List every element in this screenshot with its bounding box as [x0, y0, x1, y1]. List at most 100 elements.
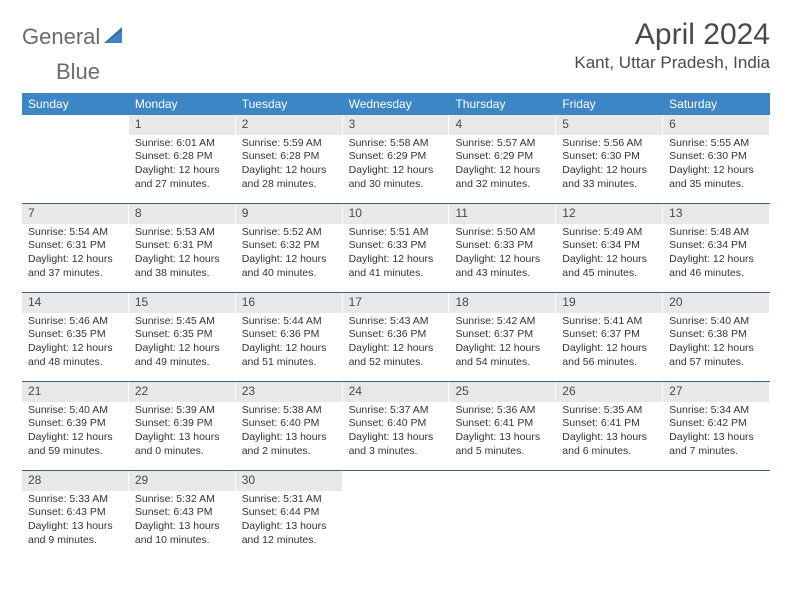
day-cell — [556, 471, 663, 559]
day-line: Sunset: 6:35 PM — [28, 328, 123, 342]
day-line: Sunrise: 5:56 AM — [562, 137, 657, 151]
day-number: 29 — [129, 471, 236, 491]
day-line: Daylight: 12 hours and 35 minutes. — [669, 164, 764, 191]
day-body: Sunrise: 5:38 AMSunset: 6:40 PMDaylight:… — [236, 402, 343, 465]
day-line: Sunrise: 5:43 AM — [349, 315, 444, 329]
day-line: Sunset: 6:34 PM — [669, 239, 764, 253]
day-cell: 25Sunrise: 5:36 AMSunset: 6:41 PMDayligh… — [449, 382, 556, 470]
logo-text-blue: Blue — [56, 59, 100, 84]
day-line: Daylight: 13 hours and 10 minutes. — [135, 520, 230, 547]
day-cell: 11Sunrise: 5:50 AMSunset: 6:33 PMDayligh… — [449, 204, 556, 292]
day-body: Sunrise: 5:44 AMSunset: 6:36 PMDaylight:… — [236, 313, 343, 376]
day-line: Daylight: 12 hours and 27 minutes. — [135, 164, 230, 191]
day-body — [22, 119, 129, 127]
day-line: Sunrise: 5:57 AM — [455, 137, 550, 151]
day-line: Daylight: 12 hours and 59 minutes. — [28, 431, 123, 458]
day-line: Sunset: 6:39 PM — [28, 417, 123, 431]
day-cell: 7Sunrise: 5:54 AMSunset: 6:31 PMDaylight… — [22, 204, 129, 292]
day-cell: 27Sunrise: 5:34 AMSunset: 6:42 PMDayligh… — [663, 382, 770, 470]
day-line: Daylight: 13 hours and 2 minutes. — [242, 431, 337, 458]
day-line: Sunset: 6:37 PM — [562, 328, 657, 342]
day-line: Sunrise: 5:34 AM — [669, 404, 764, 418]
day-line: Sunset: 6:31 PM — [28, 239, 123, 253]
day-body: Sunrise: 5:55 AMSunset: 6:30 PMDaylight:… — [663, 135, 770, 198]
day-body: Sunrise: 5:56 AMSunset: 6:30 PMDaylight:… — [556, 135, 663, 198]
day-line: Daylight: 13 hours and 5 minutes. — [455, 431, 550, 458]
day-number: 10 — [343, 204, 450, 224]
dow-wednesday: Wednesday — [343, 93, 450, 115]
day-number: 16 — [236, 293, 343, 313]
day-number: 1 — [129, 115, 236, 135]
day-cell: 2Sunrise: 5:59 AMSunset: 6:28 PMDaylight… — [236, 115, 343, 203]
day-cell: 3Sunrise: 5:58 AMSunset: 6:29 PMDaylight… — [343, 115, 450, 203]
day-cell: 17Sunrise: 5:43 AMSunset: 6:36 PMDayligh… — [343, 293, 450, 381]
day-body — [449, 475, 556, 483]
day-line: Sunrise: 5:36 AM — [455, 404, 550, 418]
day-body: Sunrise: 5:43 AMSunset: 6:36 PMDaylight:… — [343, 313, 450, 376]
day-line: Sunrise: 5:58 AM — [349, 137, 444, 151]
day-cell: 22Sunrise: 5:39 AMSunset: 6:39 PMDayligh… — [129, 382, 236, 470]
day-cell: 6Sunrise: 5:55 AMSunset: 6:30 PMDaylight… — [663, 115, 770, 203]
day-number: 22 — [129, 382, 236, 402]
day-line: Sunset: 6:32 PM — [242, 239, 337, 253]
day-number: 9 — [236, 204, 343, 224]
day-line: Sunrise: 5:40 AM — [669, 315, 764, 329]
day-line: Daylight: 12 hours and 28 minutes. — [242, 164, 337, 191]
dow-tuesday: Tuesday — [236, 93, 343, 115]
week-row: 1Sunrise: 6:01 AMSunset: 6:28 PMDaylight… — [22, 115, 770, 204]
day-number: 8 — [129, 204, 236, 224]
day-number: 2 — [236, 115, 343, 135]
day-line: Sunset: 6:43 PM — [135, 506, 230, 520]
day-body: Sunrise: 5:57 AMSunset: 6:29 PMDaylight:… — [449, 135, 556, 198]
day-line: Daylight: 12 hours and 40 minutes. — [242, 253, 337, 280]
day-line: Sunrise: 5:59 AM — [242, 137, 337, 151]
week-row: 21Sunrise: 5:40 AMSunset: 6:39 PMDayligh… — [22, 382, 770, 471]
day-body — [663, 475, 770, 483]
logo-text-general: General — [22, 24, 100, 50]
day-number: 19 — [556, 293, 663, 313]
day-cell: 16Sunrise: 5:44 AMSunset: 6:36 PMDayligh… — [236, 293, 343, 381]
day-cell: 26Sunrise: 5:35 AMSunset: 6:41 PMDayligh… — [556, 382, 663, 470]
day-body: Sunrise: 5:34 AMSunset: 6:42 PMDaylight:… — [663, 402, 770, 465]
title-block: April 2024 Kant, Uttar Pradesh, India — [574, 18, 770, 73]
day-line: Sunrise: 5:31 AM — [242, 493, 337, 507]
day-line: Daylight: 12 hours and 32 minutes. — [455, 164, 550, 191]
day-line: Sunset: 6:39 PM — [135, 417, 230, 431]
day-line: Daylight: 12 hours and 48 minutes. — [28, 342, 123, 369]
day-line: Daylight: 12 hours and 33 minutes. — [562, 164, 657, 191]
day-number: 25 — [449, 382, 556, 402]
day-line: Sunrise: 5:48 AM — [669, 226, 764, 240]
day-number: 26 — [556, 382, 663, 402]
day-cell: 1Sunrise: 6:01 AMSunset: 6:28 PMDaylight… — [129, 115, 236, 203]
day-cell: 21Sunrise: 5:40 AMSunset: 6:39 PMDayligh… — [22, 382, 129, 470]
day-line: Sunset: 6:35 PM — [135, 328, 230, 342]
day-number: 5 — [556, 115, 663, 135]
day-body: Sunrise: 5:42 AMSunset: 6:37 PMDaylight:… — [449, 313, 556, 376]
day-line: Sunrise: 5:54 AM — [28, 226, 123, 240]
day-line: Daylight: 13 hours and 3 minutes. — [349, 431, 444, 458]
day-of-week-row: Sunday Monday Tuesday Wednesday Thursday… — [22, 93, 770, 115]
day-line: Sunset: 6:41 PM — [455, 417, 550, 431]
day-line: Sunset: 6:44 PM — [242, 506, 337, 520]
day-cell: 20Sunrise: 5:40 AMSunset: 6:38 PMDayligh… — [663, 293, 770, 381]
day-line: Sunset: 6:31 PM — [135, 239, 230, 253]
week-row: 14Sunrise: 5:46 AMSunset: 6:35 PMDayligh… — [22, 293, 770, 382]
day-cell — [663, 471, 770, 559]
month-title: April 2024 — [574, 18, 770, 51]
dow-sunday: Sunday — [22, 93, 129, 115]
day-line: Sunset: 6:36 PM — [349, 328, 444, 342]
day-body: Sunrise: 5:54 AMSunset: 6:31 PMDaylight:… — [22, 224, 129, 287]
day-line: Sunrise: 5:42 AM — [455, 315, 550, 329]
day-body — [556, 475, 663, 483]
day-line: Sunset: 6:34 PM — [562, 239, 657, 253]
dow-monday: Monday — [129, 93, 236, 115]
day-body: Sunrise: 6:01 AMSunset: 6:28 PMDaylight:… — [129, 135, 236, 198]
day-cell: 30Sunrise: 5:31 AMSunset: 6:44 PMDayligh… — [236, 471, 343, 559]
day-line: Daylight: 12 hours and 49 minutes. — [135, 342, 230, 369]
day-body: Sunrise: 5:36 AMSunset: 6:41 PMDaylight:… — [449, 402, 556, 465]
day-number: 4 — [449, 115, 556, 135]
day-line: Sunset: 6:29 PM — [455, 150, 550, 164]
day-line: Daylight: 12 hours and 30 minutes. — [349, 164, 444, 191]
day-body: Sunrise: 5:58 AMSunset: 6:29 PMDaylight:… — [343, 135, 450, 198]
day-line: Daylight: 12 hours and 52 minutes. — [349, 342, 444, 369]
